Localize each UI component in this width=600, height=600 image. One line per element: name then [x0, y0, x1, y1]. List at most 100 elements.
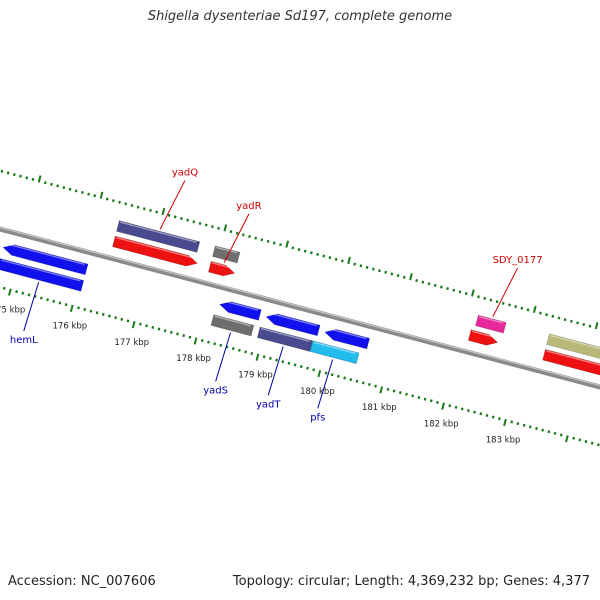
minus-strand-ticks	[2, 286, 600, 447]
minor-tick	[229, 230, 233, 234]
minor-tick	[415, 278, 419, 283]
minor-tick	[268, 356, 272, 360]
minor-tick	[77, 306, 80, 310]
gene-gene_gray-feature	[212, 245, 241, 264]
minor-tick	[297, 247, 301, 252]
minor-tick	[390, 272, 394, 276]
minor-tick	[361, 381, 365, 385]
minor-tick	[489, 298, 493, 302]
minor-tick	[111, 199, 115, 203]
minor-tick	[21, 291, 25, 295]
minor-tick	[510, 420, 514, 424]
gene-SDY_0177-feature	[475, 314, 507, 334]
minor-tick	[479, 412, 483, 416]
tick-label: 178 kbp	[176, 354, 211, 364]
major-tick	[131, 321, 136, 329]
minor-tick	[163, 329, 167, 333]
minor-tick	[281, 360, 285, 364]
minor-tick	[299, 365, 303, 369]
gene-highlight	[313, 341, 356, 355]
minor-tick	[114, 316, 118, 320]
major-tick	[565, 435, 569, 443]
minor-tick	[374, 384, 377, 388]
minor-tick	[526, 308, 530, 312]
minor-tick	[33, 294, 37, 299]
minor-tick	[136, 205, 140, 209]
gene-leader-line	[317, 359, 334, 409]
gene-highlight	[471, 330, 496, 339]
minor-tick	[473, 410, 476, 414]
gene-leader-line	[223, 213, 250, 263]
gene-yadR-feature	[208, 261, 236, 277]
major-tick	[99, 191, 104, 199]
minor-tick	[433, 283, 437, 287]
minor-tick	[81, 190, 84, 195]
tick-label: 176 kbp	[53, 322, 88, 332]
minor-tick	[262, 355, 266, 359]
major-tick	[37, 175, 42, 183]
gene-label-yads: yadS	[203, 385, 228, 396]
minor-tick	[101, 312, 105, 316]
minor-tick	[557, 316, 561, 320]
minor-tick	[39, 296, 43, 300]
minor-tick	[563, 318, 567, 322]
gene-label-yadt: yadT	[256, 399, 281, 410]
minor-tick	[12, 173, 16, 177]
gene-leader-line	[492, 267, 519, 318]
tick-label: 179 kbp	[238, 371, 273, 381]
backbone-line	[0, 226, 600, 390]
gene-leader-line	[267, 346, 284, 396]
minor-tick	[551, 314, 555, 318]
minor-tick	[138, 322, 142, 326]
minor-tick	[541, 428, 545, 432]
minor-tick	[87, 192, 90, 196]
tick-label: 180 kbp	[300, 387, 335, 397]
minor-tick	[312, 368, 316, 372]
gene-cds-feature	[467, 329, 499, 346]
minor-tick	[200, 338, 204, 343]
minor-tick	[439, 285, 443, 289]
minor-tick	[337, 374, 340, 378]
minor-tick	[275, 358, 278, 362]
minor-tick	[596, 443, 600, 447]
gene-highlight	[0, 259, 81, 282]
minor-tick	[367, 382, 371, 387]
minor-tick	[491, 415, 495, 419]
gene-label-yadr: yadR	[236, 201, 261, 212]
major-tick	[285, 240, 290, 248]
minor-tick	[528, 425, 532, 429]
gene-highlight	[479, 315, 503, 324]
minor-tick	[52, 299, 56, 303]
minor-tick	[458, 290, 462, 294]
gene-leader-line	[159, 180, 186, 230]
minor-tick	[501, 301, 505, 305]
minor-tick	[522, 423, 526, 427]
minor-tick	[272, 241, 276, 245]
minor-tick	[241, 233, 245, 237]
minor-tick	[539, 311, 542, 315]
minor-tick	[578, 438, 582, 442]
minor-tick	[402, 275, 406, 279]
minor-tick	[417, 395, 421, 400]
minor-tick	[448, 404, 452, 408]
minor-tick	[74, 189, 78, 193]
minor-tick	[43, 181, 47, 185]
minor-tick	[324, 371, 328, 375]
minor-tick	[83, 307, 87, 312]
gene-yadQ-feature	[116, 220, 201, 253]
gene-highlight	[5, 242, 85, 266]
minor-tick	[559, 433, 563, 437]
gene-label-heml: hemL	[10, 335, 38, 346]
gene-gene_blue-feature	[265, 313, 321, 337]
minor-tick	[118, 200, 121, 204]
minor-tick	[95, 311, 99, 315]
minor-tick	[167, 213, 171, 217]
minor-tick	[126, 319, 130, 323]
minor-tick	[64, 303, 68, 307]
minor-tick	[0, 169, 4, 173]
tick-label: 175 kbp	[0, 305, 25, 315]
minor-tick	[287, 361, 291, 365]
gene-label-pfs: pfs	[310, 412, 325, 423]
